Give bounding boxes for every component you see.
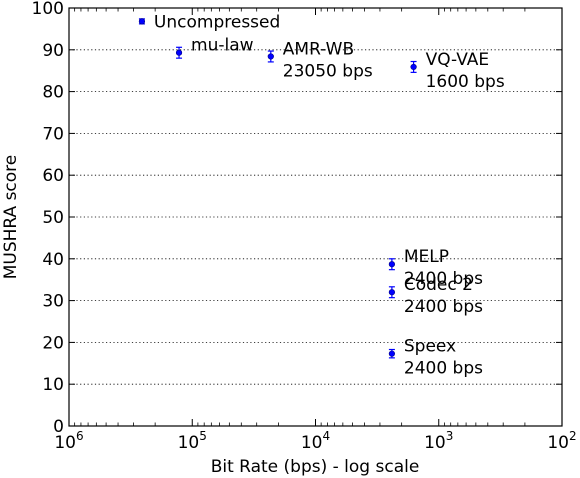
- y-tick-label: 10: [42, 375, 64, 395]
- y-tick-label: 40: [42, 250, 64, 270]
- data-point: [138, 18, 146, 25]
- point-annotation: mu-law: [191, 36, 254, 56]
- point-annotation: VQ-VAE 1600 bps: [426, 50, 505, 92]
- y-tick-label: 30: [42, 292, 64, 312]
- x-tick-label: 104: [301, 429, 330, 453]
- data-point: [410, 63, 417, 71]
- grid-lines: [69, 49, 562, 385]
- y-tick-label: 90: [42, 41, 64, 61]
- data-point: [388, 350, 395, 357]
- y-tick-label: 100: [32, 0, 64, 19]
- y-tick-label: 60: [42, 166, 64, 186]
- point-annotation: AMR-WB 23050 bps: [283, 39, 373, 81]
- data-point: [388, 289, 395, 296]
- data-point: [175, 49, 183, 56]
- data-points: Uncompressed mu-law AMR-WB 23050 bps VQ-VAE 1…: [138, 12, 505, 379]
- point-annotation: Speex 2400 bps: [404, 337, 483, 379]
- y-tick-label: 80: [42, 83, 64, 103]
- y-tick-label: 50: [42, 208, 64, 228]
- y-tick-label: 0: [53, 417, 64, 437]
- point-annotation: MELP 2400 bps: [404, 247, 483, 289]
- y-tick-label: 70: [42, 124, 64, 144]
- plot-frame: [68, 7, 563, 427]
- x-tick-label: 103: [424, 429, 453, 453]
- y-axis-label: MUSHRA score: [1, 155, 21, 280]
- axis-ticks: 0 10 20 30 40 50 60 70 80 90 100 106 105 104 103 102: [32, 0, 577, 453]
- x-tick-label: 105: [178, 429, 207, 453]
- point-annotation: Uncompressed: [154, 12, 280, 32]
- data-point: [388, 261, 395, 268]
- y-tick-label: 20: [42, 333, 64, 353]
- data-point: [267, 53, 274, 60]
- point-annotation: Codec 2 2400 bps: [404, 275, 483, 317]
- x-tick-label: 102: [547, 429, 576, 453]
- x-tick-label: 106: [54, 429, 83, 453]
- x-axis-label: Bit Rate (bps) - log scale: [211, 457, 420, 477]
